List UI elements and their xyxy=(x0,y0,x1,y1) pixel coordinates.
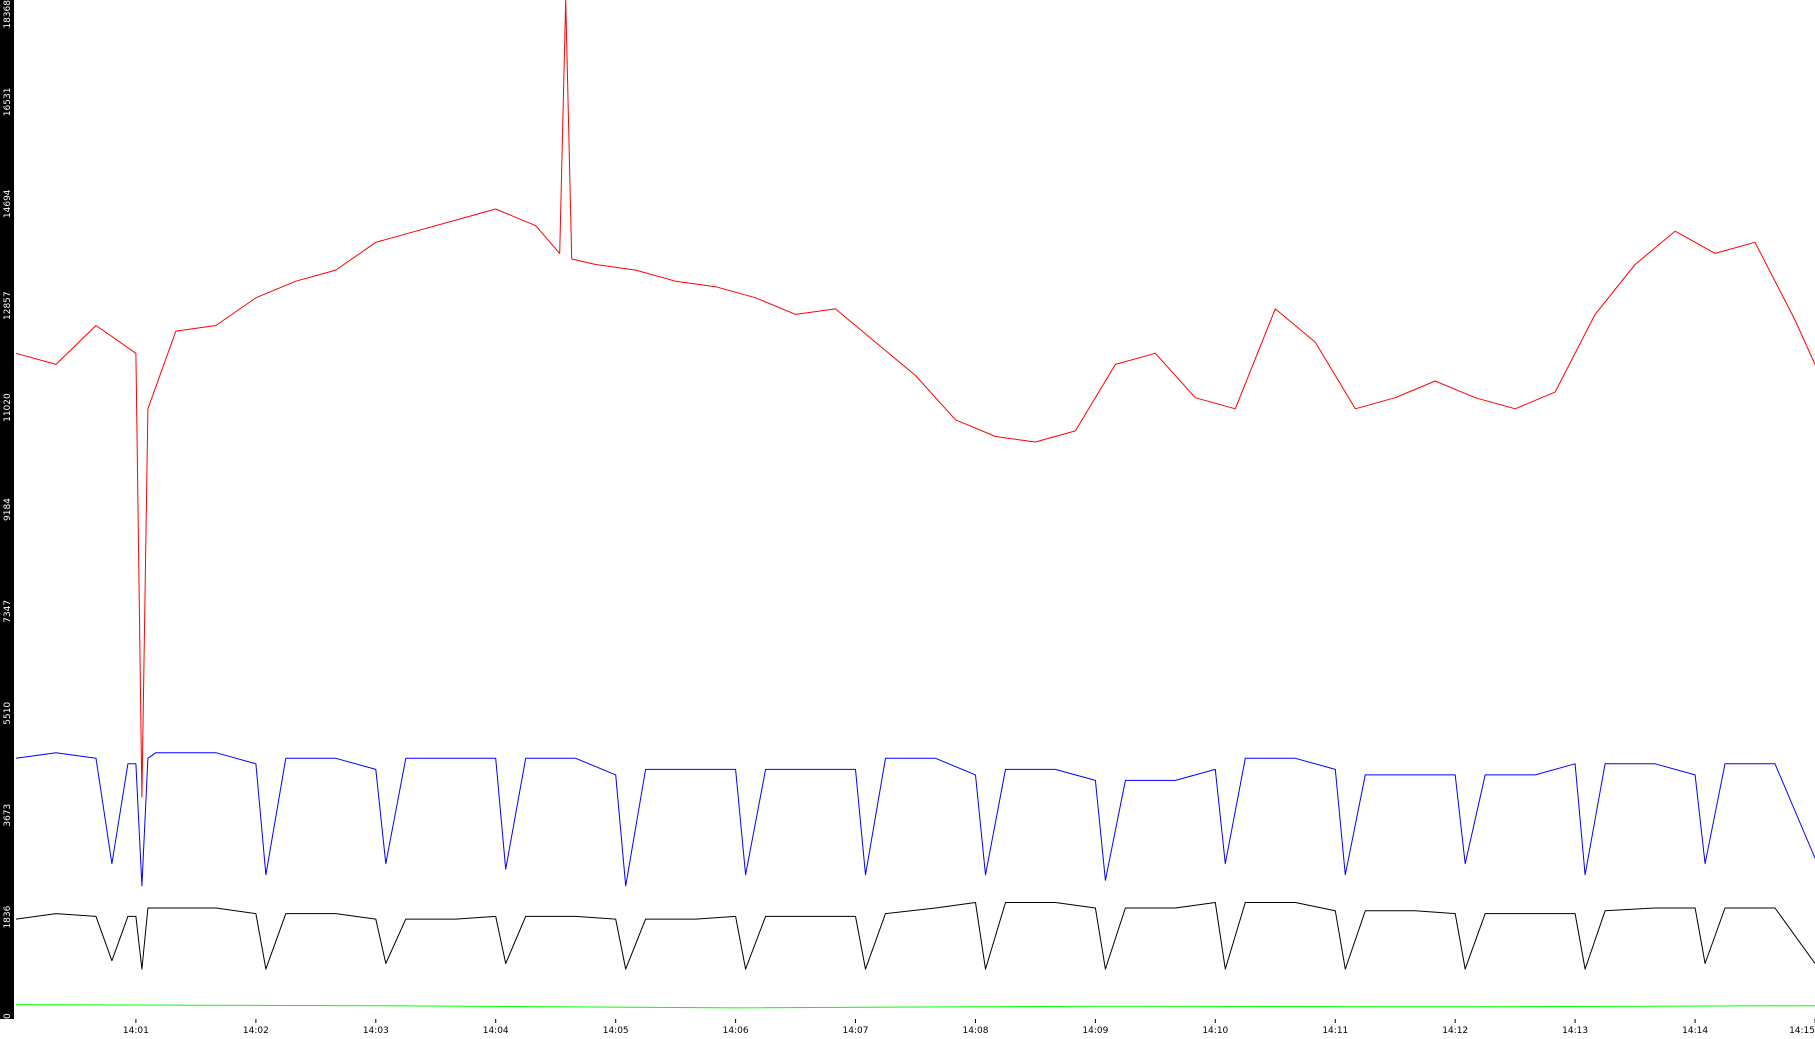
y-axis: 0 1836 3673 5510 7347 9184 11020 12857 14694 1653… xyxy=(3,0,13,1019)
series-line-1 xyxy=(15,752,1815,887)
series-line-0 xyxy=(15,0,1815,798)
x-tick-label: 14:13 xyxy=(1562,1026,1588,1036)
x-tick-label: 14:07 xyxy=(843,1026,869,1036)
series-layer xyxy=(15,0,1815,1009)
y-tick-label: 16531 xyxy=(3,88,13,117)
y-tick-label: 11020 xyxy=(3,393,13,422)
y-tick-label: 18368 xyxy=(3,0,13,29)
y-tick-label: 12857 xyxy=(3,291,13,320)
y-tick-label: 5510 xyxy=(3,702,13,725)
x-tick-label: 14:12 xyxy=(1442,1026,1468,1036)
x-tick-label: 14:03 xyxy=(363,1026,389,1036)
series-line-2 xyxy=(15,902,1815,970)
x-tick-label: 14:15 xyxy=(1789,1026,1815,1036)
x-tick-label: 14:04 xyxy=(483,1026,509,1036)
x-tick-label: 14:02 xyxy=(243,1026,269,1036)
x-tick-label: 14:01 xyxy=(123,1026,149,1036)
y-axis-band xyxy=(0,0,14,1019)
x-tick-label: 14:09 xyxy=(1082,1026,1108,1036)
y-tick-label: 0 xyxy=(3,1013,13,1019)
x-axis-band xyxy=(0,1019,1815,1039)
x-tick-label: 14:11 xyxy=(1322,1026,1348,1036)
x-tick-label: 14:10 xyxy=(1202,1026,1228,1036)
y-tick-label: 3673 xyxy=(3,804,13,827)
x-axis: 14:01 14:02 14:03 14:04 14:05 14:06 14:07 14:08… xyxy=(123,1019,1815,1036)
y-tick-label: 9184 xyxy=(3,498,13,521)
y-tick-label: 1836 xyxy=(3,905,13,928)
y-tick-label: 7347 xyxy=(3,600,13,623)
series-line-3 xyxy=(15,1004,1815,1009)
y-tick-label: 14694 xyxy=(3,189,13,218)
x-tick-label: 14:08 xyxy=(963,1026,989,1036)
x-tick-label: 14:06 xyxy=(723,1026,749,1036)
x-tick-label: 14:14 xyxy=(1682,1026,1708,1036)
x-tick-label: 14:05 xyxy=(603,1026,629,1036)
